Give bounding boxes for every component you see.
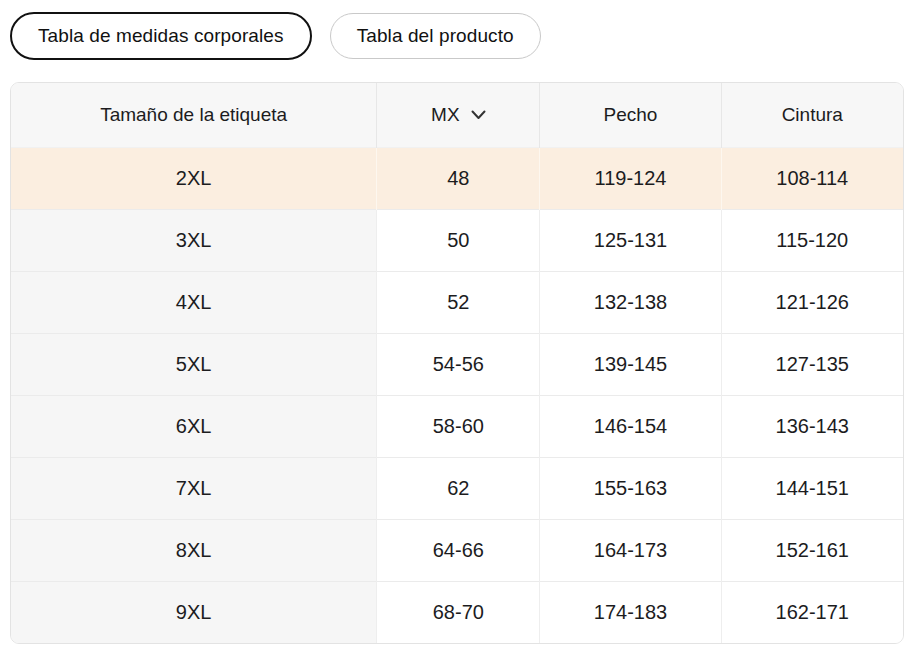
mx-value: 58-60 (377, 395, 540, 457)
chest-value: 155-163 (540, 457, 721, 519)
size-label: 7XL (11, 457, 377, 519)
waist-value: 144-151 (721, 457, 903, 519)
size-label: 6XL (11, 395, 377, 457)
table-row-3xl: 3XL 50 125-131 115-120 (11, 209, 903, 271)
size-label: 2XL (11, 147, 377, 209)
mx-value: 62 (377, 457, 540, 519)
waist-value: 108-114 (721, 147, 903, 209)
size-label: 3XL (11, 209, 377, 271)
waist-value: 162-171 (721, 581, 903, 643)
chevron-down-icon (471, 110, 486, 120)
waist-value: 127-135 (721, 333, 903, 395)
region-dropdown-value: MX (431, 104, 460, 126)
size-chart-header: Tamaño de la etiqueta MX Pecho Cint (11, 83, 903, 147)
chest-value: 139-145 (540, 333, 721, 395)
tab-product-measurements[interactable]: Tabla del producto (330, 13, 541, 59)
size-label: 4XL (11, 271, 377, 333)
chest-value: 164-173 (540, 519, 721, 581)
size-chart-table: Tamaño de la etiqueta MX Pecho Cint (10, 82, 904, 644)
table-row-9xl: 9XL 68-70 174-183 162-171 (11, 581, 903, 643)
waist-value: 152-161 (721, 519, 903, 581)
tab-body-measurements[interactable]: Tabla de medidas corporales (10, 12, 312, 60)
waist-value: 136-143 (721, 395, 903, 457)
header-label-waist: Cintura (721, 83, 903, 147)
mx-value: 64-66 (377, 519, 540, 581)
waist-value: 115-120 (721, 209, 903, 271)
mx-value: 50 (377, 209, 540, 271)
header-label-size: Tamaño de la etiqueta (11, 83, 377, 147)
chest-value: 174-183 (540, 581, 721, 643)
waist-value: 121-126 (721, 271, 903, 333)
size-guide-tabs: Tabla de medidas corporales Tabla del pr… (0, 0, 914, 60)
chest-value: 125-131 (540, 209, 721, 271)
table-row-8xl: 8XL 64-66 164-173 152-161 (11, 519, 903, 581)
chest-value: 146-154 (540, 395, 721, 457)
mx-value: 68-70 (377, 581, 540, 643)
table-row-5xl: 5XL 54-56 139-145 127-135 (11, 333, 903, 395)
size-label: 9XL (11, 581, 377, 643)
chest-value: 132-138 (540, 271, 721, 333)
mx-value: 48 (377, 147, 540, 209)
size-label: 8XL (11, 519, 377, 581)
chest-value: 119-124 (540, 147, 721, 209)
mx-value: 54-56 (377, 333, 540, 395)
table-row-7xl: 7XL 62 155-163 144-151 (11, 457, 903, 519)
table-row-4xl: 4XL 52 132-138 121-126 (11, 271, 903, 333)
table-row-6xl: 6XL 58-60 146-154 136-143 (11, 395, 903, 457)
header-label-chest: Pecho (540, 83, 721, 147)
size-label: 5XL (11, 333, 377, 395)
table-row-2xl: 2XL 48 119-124 108-114 (11, 147, 903, 209)
region-dropdown[interactable]: MX (431, 104, 486, 126)
size-guide-panel: Tabla de medidas corporales Tabla del pr… (0, 0, 914, 666)
mx-value: 52 (377, 271, 540, 333)
